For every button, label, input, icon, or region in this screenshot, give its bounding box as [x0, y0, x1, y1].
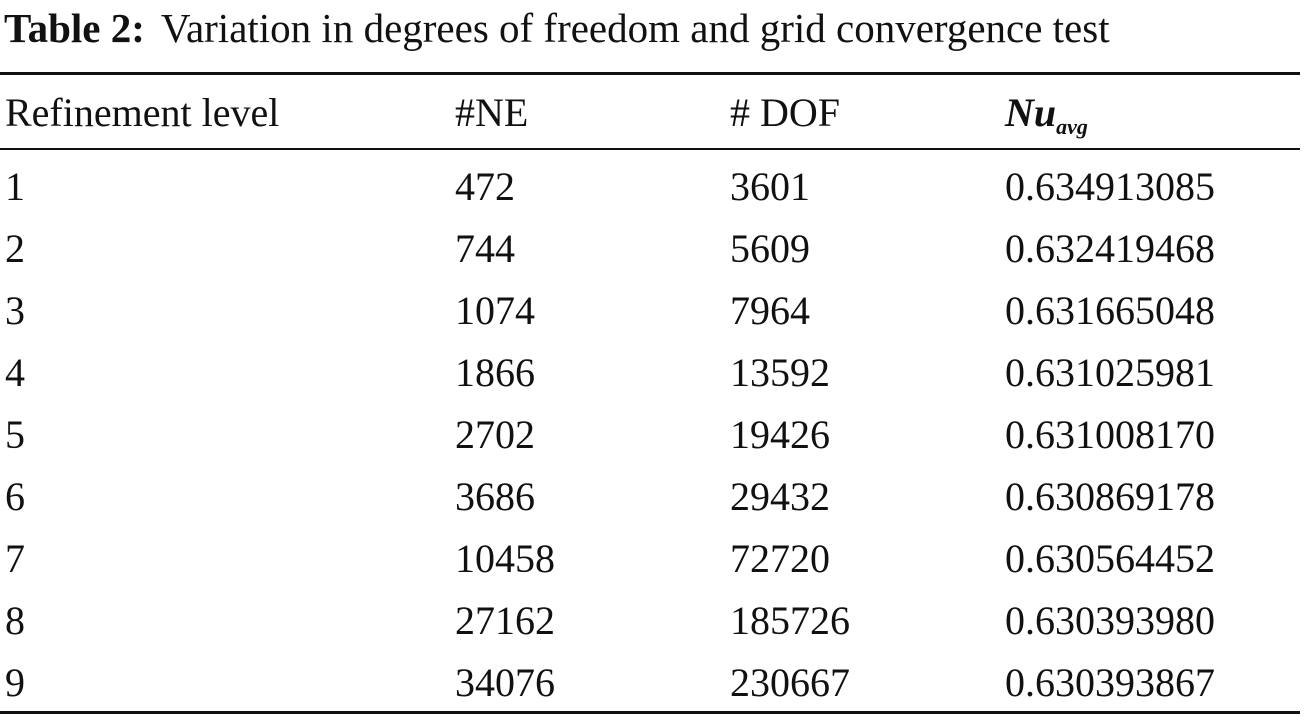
- cell-refinement-level: 5: [5, 412, 25, 457]
- cell-dof: 72720: [730, 536, 830, 581]
- cell-ne: 3686: [455, 474, 535, 519]
- cell-ne: 2702: [455, 412, 535, 457]
- cell-dof: 185726: [730, 598, 850, 643]
- table-header-row: Refinement level #NE # DOF Nuavg: [0, 82, 1300, 144]
- table-row: 4 1866 13592 0.631025981: [0, 342, 1300, 404]
- cell-nu-avg: 0.630564452: [1005, 536, 1215, 581]
- header-nu-avg: Nuavg: [1005, 82, 1088, 144]
- cell-refinement-level: 7: [5, 536, 25, 581]
- table-caption-text: Variation in degrees of freedom and grid…: [160, 5, 1110, 51]
- cell-nu-avg: 0.631665048: [1005, 288, 1215, 333]
- cell-refinement-level: 1: [5, 164, 25, 209]
- table-row: 6 3686 29432 0.630869178: [0, 466, 1300, 528]
- cell-refinement-level: 6: [5, 474, 25, 519]
- cell-ne: 472: [455, 164, 515, 209]
- header-dof: # DOF: [730, 90, 841, 135]
- cell-ne: 10458: [455, 536, 555, 581]
- table-row: 8 27162 185726 0.630393980: [0, 590, 1300, 652]
- cell-dof: 230667: [730, 660, 850, 705]
- cell-nu-avg: 0.630393980: [1005, 598, 1215, 643]
- header-ne: #NE: [455, 90, 529, 135]
- header-nu-main: Nu: [1005, 90, 1057, 135]
- table-row: 9 34076 230667 0.630393867: [0, 652, 1300, 714]
- cell-nu-avg: 0.630393867: [1005, 660, 1215, 705]
- cell-dof: 7964: [730, 288, 810, 333]
- cell-nu-avg: 0.631008170: [1005, 412, 1215, 457]
- cell-dof: 29432: [730, 474, 830, 519]
- cell-nu-avg: 0.631025981: [1005, 350, 1215, 395]
- table-row: 5 2702 19426 0.631008170: [0, 404, 1300, 466]
- cell-ne: 27162: [455, 598, 555, 643]
- table-row: 2 744 5609 0.632419468: [0, 218, 1300, 280]
- cell-ne: 34076: [455, 660, 555, 705]
- cell-ne: 1074: [455, 288, 535, 333]
- cell-refinement-level: 8: [5, 598, 25, 643]
- table-caption-label: Table 2:: [4, 5, 145, 51]
- table-bottom-rule: [0, 711, 1300, 714]
- cell-ne: 744: [455, 226, 515, 271]
- cell-dof: 19426: [730, 412, 830, 457]
- table-row: 1 472 3601 0.634913085: [0, 156, 1300, 218]
- table-header-rule: [0, 148, 1300, 150]
- header-nu-subscript: avg: [1056, 114, 1088, 139]
- cell-dof: 3601: [730, 164, 810, 209]
- cell-nu-avg: 0.630869178: [1005, 474, 1215, 519]
- table-caption: Table 2: Variation in degrees of freedom …: [4, 0, 1110, 60]
- cell-dof: 5609: [730, 226, 810, 271]
- table-top-rule: [0, 72, 1300, 75]
- table-row: 7 10458 72720 0.630564452: [0, 528, 1300, 590]
- cell-dof: 13592: [730, 350, 830, 395]
- cell-nu-avg: 0.634913085: [1005, 164, 1215, 209]
- cell-refinement-level: 3: [5, 288, 25, 333]
- table-row: 3 1074 7964 0.631665048: [0, 280, 1300, 342]
- cell-refinement-level: 4: [5, 350, 25, 395]
- cell-refinement-level: 9: [5, 660, 25, 705]
- header-refinement-level: Refinement level: [5, 90, 280, 135]
- cell-nu-avg: 0.632419468: [1005, 226, 1215, 271]
- cell-ne: 1866: [455, 350, 535, 395]
- cell-refinement-level: 2: [5, 226, 25, 271]
